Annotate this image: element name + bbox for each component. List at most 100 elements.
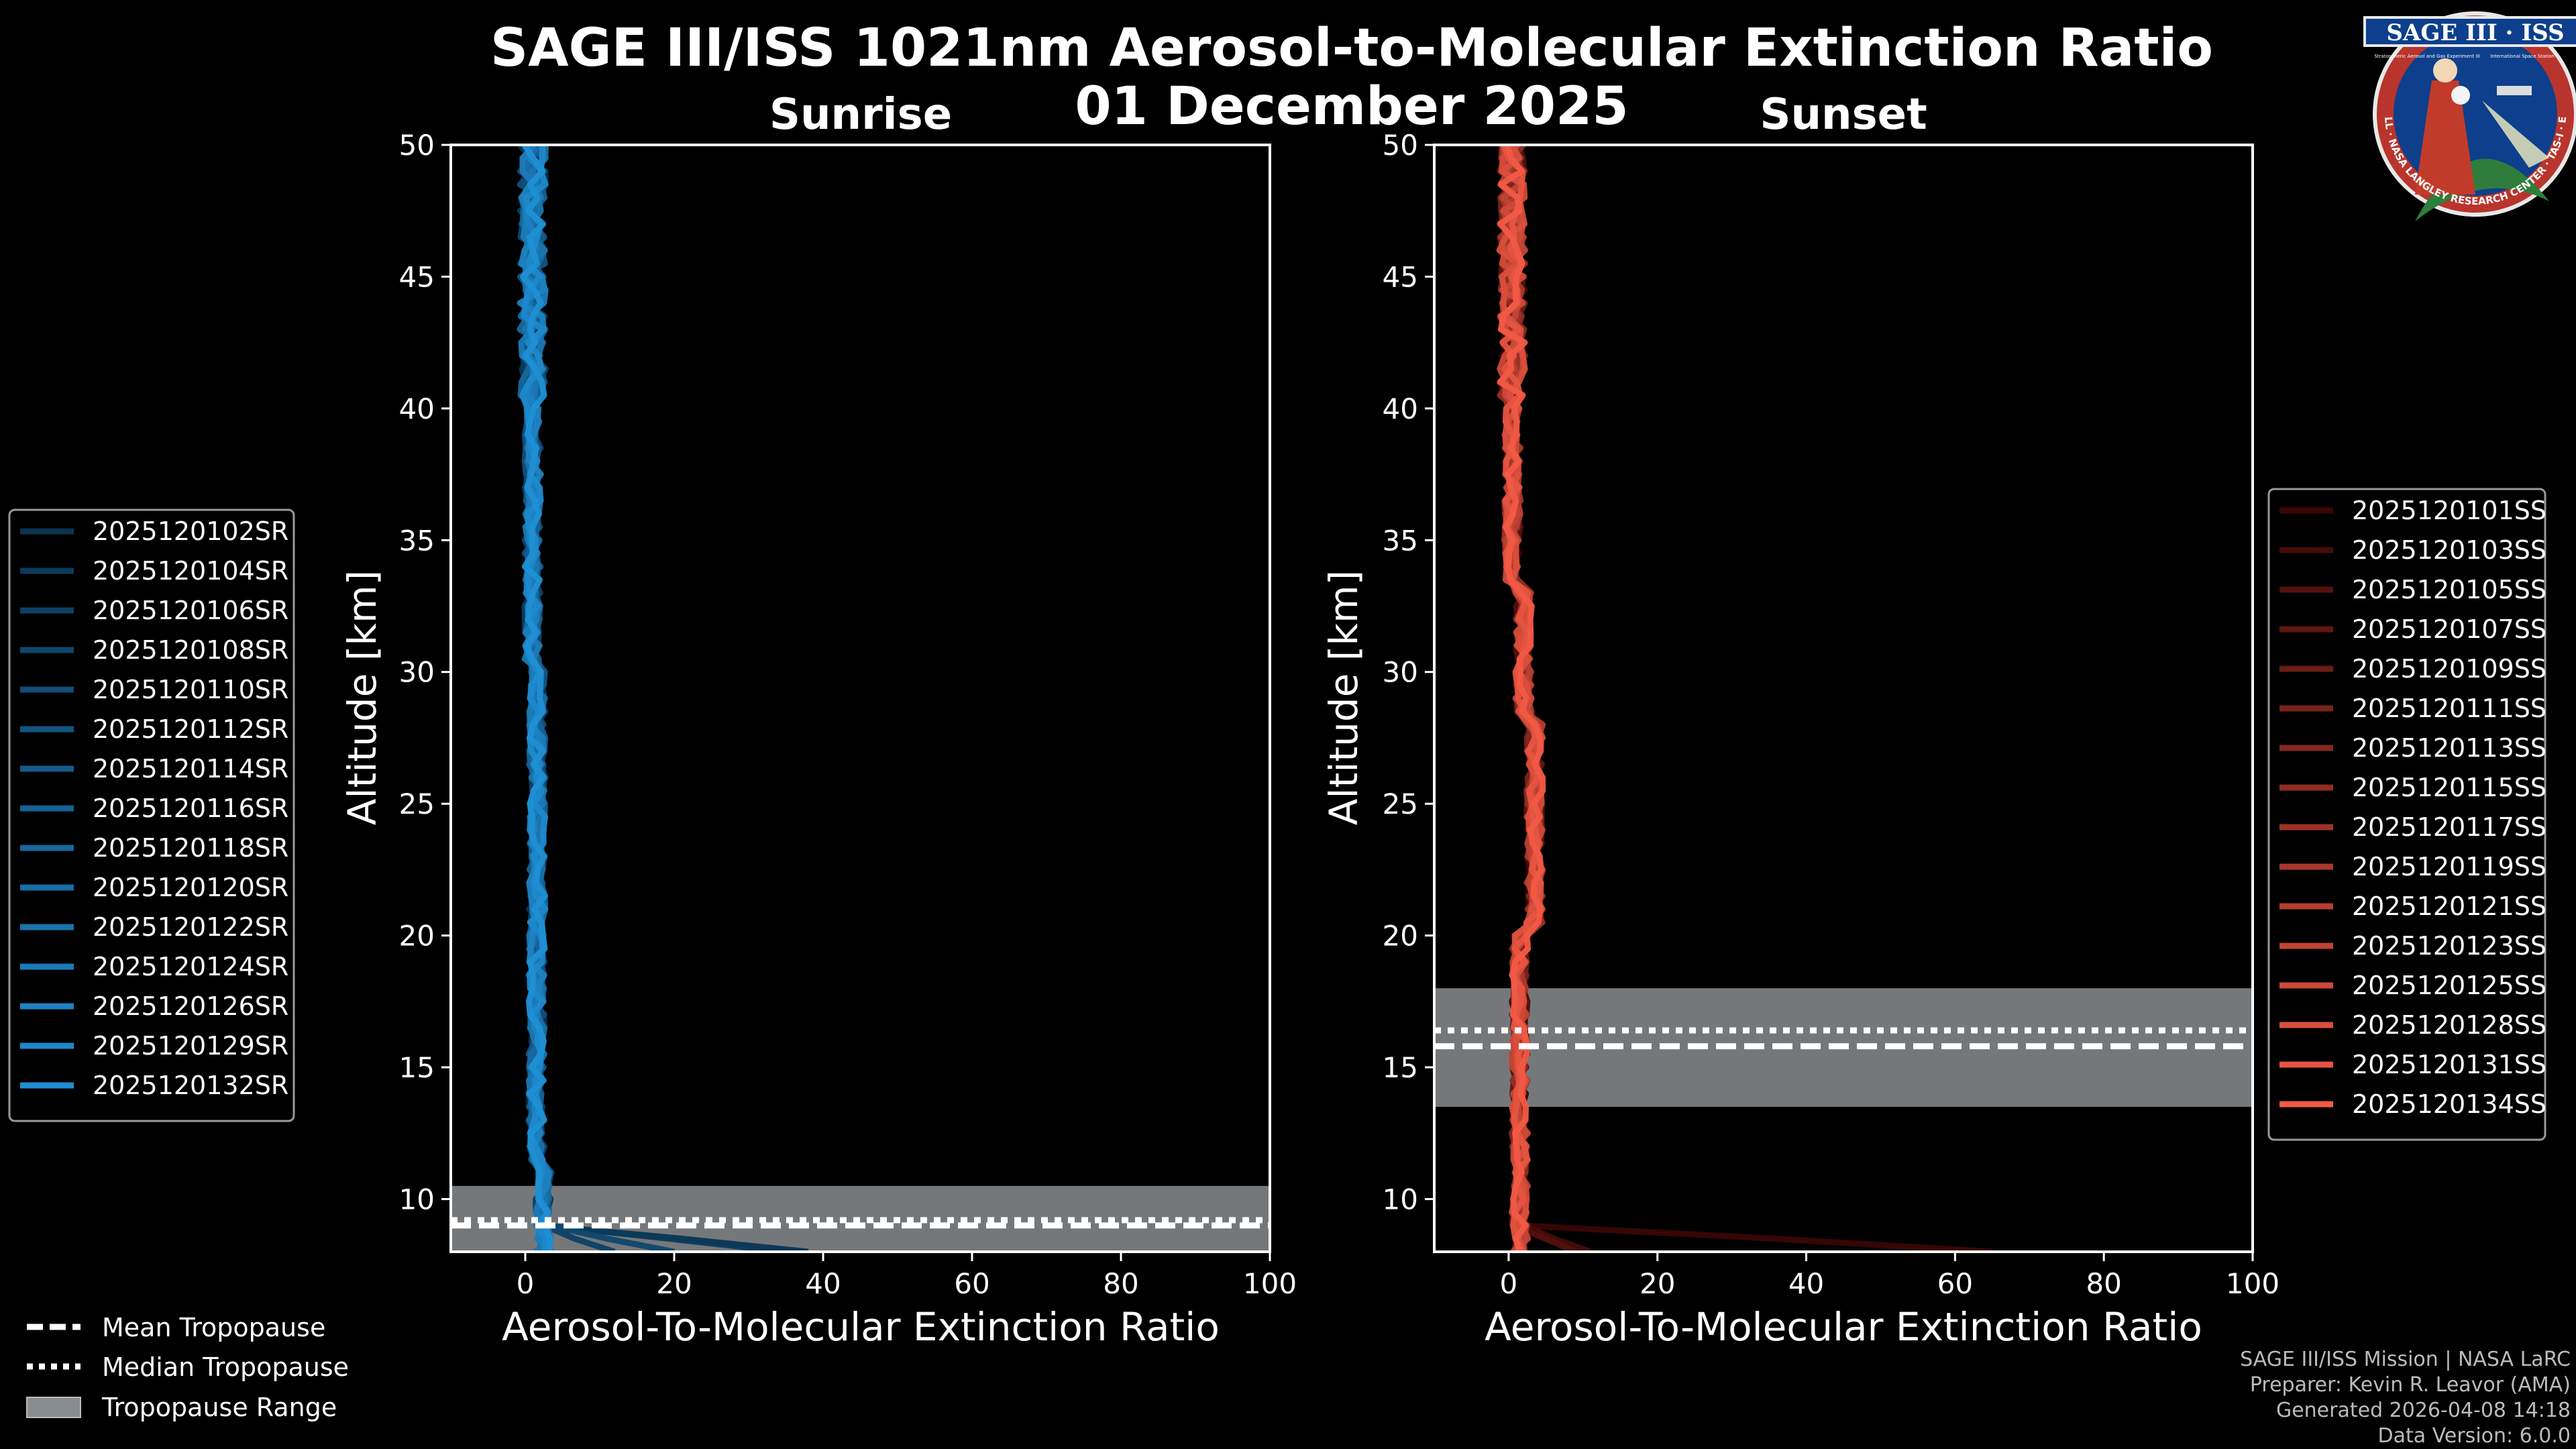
credit-mission: SAGE III/ISS Mission | NASA LaRC — [2240, 1348, 2571, 1371]
sunset-x-axis-label: Aerosol-To-Molecular Extinction Ratio — [1485, 1304, 2202, 1350]
sunset-legend-entry: 2025120125SS — [2352, 971, 2546, 1000]
sunset-legend-entry: 2025120121SS — [2352, 892, 2546, 921]
sunset-legend-entry: 2025120115SS — [2352, 773, 2546, 802]
tropopause-range-swatch — [26, 1397, 81, 1418]
sunrise-panel: Sunrise 0 20 40 60 80 100 10 15 20 25 30 35 40 45 50 A… — [339, 90, 1297, 1350]
sunrise-y-tick-label: 30 — [399, 656, 435, 689]
sunset-y-tick-label: 35 — [1383, 524, 1418, 557]
chart-title-line2: 01 December 2025 — [1075, 76, 1628, 137]
sunrise-legend-entry: 2025120104SR — [93, 556, 288, 586]
sunset-legend-entry: 2025120123SS — [2352, 931, 2546, 961]
sunrise-legend-entry: 2025120120SR — [93, 873, 288, 902]
credit-preparer: Preparer: Kevin R. Leavor (AMA) — [2250, 1373, 2571, 1397]
sunrise-y-axis-label: Altitude [km] — [339, 570, 385, 825]
sunrise-legend-entry: 2025120108SR — [93, 635, 288, 665]
sunrise-legend-entry: 2025120122SR — [93, 912, 288, 942]
sunset-legend-entry: 2025120113SS — [2352, 733, 2546, 763]
sunrise-subplot-title: Sunrise — [769, 90, 952, 140]
sunrise-legend-entry: 2025120118SR — [93, 833, 288, 863]
median-tropopause-label: Median Tropopause — [102, 1352, 349, 1382]
chart-title-line1: SAGE III/ISS 1021nm Aerosol-to-Molecular… — [490, 18, 2213, 78]
sunset-legend: 2025120101SS 2025120103SS 2025120105SS 2025… — [2267, 488, 2546, 1141]
tropopause-legend: Mean Tropopause Median Tropopause Tropop… — [26, 1313, 349, 1422]
sunrise-line-2025120132SR — [520, 145, 553, 1252]
sunrise-legend-entry: 2025120132SR — [93, 1071, 288, 1100]
sunrise-x-tick-label: 80 — [1103, 1267, 1138, 1300]
sunrise-legend: 2025120102SR 2025120104SR 2025120106SR 2025… — [8, 508, 295, 1122]
sunrise-y-tick-label: 25 — [399, 788, 435, 820]
sunset-y-tick-label: 40 — [1383, 392, 1418, 425]
sunrise-y-tick-label: 40 — [399, 392, 435, 425]
sunrise-x-tick-label: 60 — [954, 1267, 989, 1300]
sunrise-legend-entry: 2025120124SR — [93, 952, 288, 981]
sunset-legend-entry: 2025120111SS — [2352, 694, 2546, 723]
logo-figure-robe — [2415, 80, 2475, 195]
sunrise-y-tick-label: 35 — [399, 524, 435, 557]
sunset-x-tick-label: 100 — [2226, 1267, 2279, 1300]
sunrise-legend-entry: 2025120126SR — [93, 991, 288, 1021]
sunrise-x-axis-label: Aerosol-To-Molecular Extinction Ratio — [502, 1304, 1220, 1350]
logo-banner — [2363, 16, 2576, 47]
logo-moon — [2451, 86, 2470, 105]
sunset-legend-entry: 2025120103SS — [2352, 535, 2546, 565]
sunrise-legend-frame — [8, 508, 295, 1122]
sunrise-legend-entry: 2025120116SR — [93, 794, 288, 823]
sunrise-series-lines — [517, 145, 809, 1252]
sunset-y-tick-label: 30 — [1383, 656, 1418, 689]
logo-globe — [2415, 158, 2549, 221]
sunset-legend-entry: 2025120109SS — [2352, 654, 2546, 684]
sunset-panel: Sunset 0 20 40 60 80 100 10 15 20 25 30 35 40 45 50 Ae… — [1321, 90, 2279, 1350]
credit-data-version: Data Version: 6.0.0 — [2378, 1424, 2571, 1448]
logo-figure-head — [2433, 58, 2457, 83]
sunset-y-tick-label: 45 — [1383, 260, 1418, 293]
sunset-legend-entry: 2025120105SS — [2352, 575, 2546, 604]
sunset-y-tick-label: 15 — [1383, 1051, 1418, 1084]
sunrise-legend-entry: 2025120114SR — [93, 754, 288, 784]
sunrise-x-tick-label: 20 — [656, 1267, 692, 1300]
sunset-x-tick-label: 20 — [1640, 1267, 1675, 1300]
sunrise-y-tick-label: 15 — [399, 1051, 435, 1084]
logo-subtitle: Stratospheric Aerosol and Gas Experiment… — [2374, 54, 2479, 59]
sunrise-line-2025120129SR — [519, 145, 552, 1252]
sunrise-y-tick-label: 20 — [399, 920, 435, 953]
credits-block: SAGE III/ISS Mission | NASA LaRC Prepare… — [2240, 1348, 2571, 1448]
sunset-y-tick-label: 20 — [1383, 920, 1418, 953]
logo-sight-beam — [2482, 101, 2549, 168]
sunset-plot-frame — [1433, 144, 2254, 1253]
logo-name: SAGE III · ISS — [2386, 19, 2564, 46]
sunrise-x-tick-label: 0 — [517, 1267, 535, 1300]
sunrise-y-tick-label: 45 — [399, 260, 435, 293]
sunset-x-tick-label: 80 — [2086, 1267, 2121, 1300]
sunrise-y-tick-label: 10 — [399, 1183, 435, 1216]
sunset-y-tick-label: 50 — [1383, 129, 1418, 162]
sunset-legend-entry: 2025120134SS — [2352, 1089, 2546, 1119]
logo-station-text: International Space Station — [2490, 54, 2554, 59]
sunrise-plot-background — [451, 145, 1270, 1252]
sunset-plot-area: 0 20 40 60 80 100 10 15 20 25 30 35 40 45 50 — [1383, 129, 2280, 1300]
sunset-legend-entry: 2025120107SS — [2352, 614, 2546, 644]
sunrise-legend-entry: 2025120102SR — [93, 517, 288, 546]
sunrise-legend-entry: 2025120110SR — [93, 675, 288, 704]
sunset-legend-entry: 2025120128SS — [2352, 1010, 2546, 1040]
sunset-x-tick-label: 60 — [1937, 1267, 1973, 1300]
sunset-legend-entry: 2025120117SS — [2352, 812, 2546, 842]
mean-tropopause-label: Mean Tropopause — [102, 1313, 325, 1342]
credit-generated: Generated 2026-04-08 14:18 — [2276, 1399, 2571, 1422]
sunrise-plot-area: 0 20 40 60 80 100 10 15 20 25 30 35 40 45 50 — [399, 129, 1297, 1300]
sunset-y-tick-label: 25 — [1383, 788, 1418, 820]
sunset-y-tick-label: 10 — [1383, 1183, 1418, 1216]
sunset-legend-entry: 2025120119SS — [2352, 852, 2546, 881]
sunset-x-tick-label: 40 — [1788, 1267, 1824, 1300]
sunrise-legend-entry: 2025120106SR — [93, 596, 288, 625]
tropopause-range-label: Tropopause Range — [101, 1393, 337, 1422]
logo-station-icon — [2497, 86, 2532, 95]
sunset-subplot-title: Sunset — [1760, 90, 1927, 140]
sunset-x-tick-label: 0 — [1500, 1267, 1518, 1300]
sunrise-legend-entry: 2025120112SR — [93, 714, 288, 744]
sunset-legend-frame — [2267, 488, 2546, 1141]
sunrise-x-tick-label: 100 — [1243, 1267, 1297, 1300]
sunrise-plot-frame — [449, 144, 1271, 1253]
sunrise-legend-entry: 2025120129SR — [93, 1031, 288, 1061]
sunset-y-axis-label: Altitude [km] — [1321, 570, 1366, 825]
